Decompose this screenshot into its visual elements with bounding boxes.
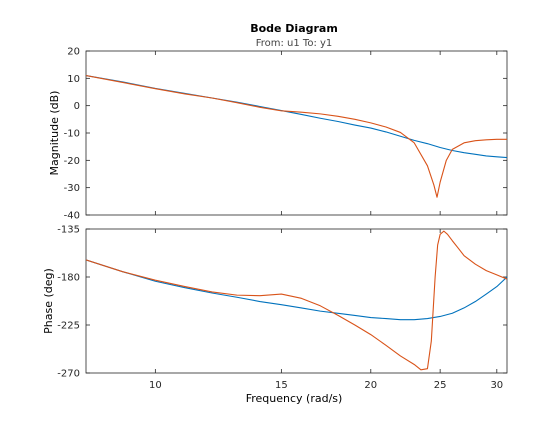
phase-ytick-label: -225 bbox=[57, 321, 80, 332]
x-tick-label: 20 bbox=[364, 380, 377, 391]
phase-ytick-label: -270 bbox=[57, 369, 80, 380]
magnitude-plot-area bbox=[85, 50, 508, 216]
phase-plot-area bbox=[85, 228, 508, 374]
chart-title: Bode Diagram bbox=[250, 22, 338, 35]
chart-subtitle: From: u1 To: y1 bbox=[256, 38, 333, 49]
x-axis-label: Frequency (rad/s) bbox=[246, 392, 343, 405]
x-tick-label: 15 bbox=[275, 380, 288, 391]
magnitude-panel: -40 -30 -20 -10 0 10 20 bbox=[64, 47, 508, 222]
x-tick-label: 25 bbox=[434, 380, 447, 391]
phase-series-1-line bbox=[86, 259, 507, 321]
magnitude-axis-label: Magnitude (dB) bbox=[48, 91, 61, 176]
magnitude-ytick-label: 20 bbox=[67, 47, 80, 58]
phase-ytick-label: -180 bbox=[57, 273, 80, 284]
panels-layer: -40 -30 -20 -10 0 10 20 -270 -225 -180 -135 10 15 20 2… bbox=[57, 47, 508, 391]
magnitude-ytick-label: 0 bbox=[74, 101, 80, 112]
magnitude-series-2-line bbox=[86, 75, 507, 198]
phase-series-2-line bbox=[86, 230, 507, 371]
x-tick-label: 10 bbox=[149, 380, 162, 391]
magnitude-ytick-label: 10 bbox=[67, 74, 80, 85]
magnitude-ytick-label: -30 bbox=[64, 183, 80, 194]
phase-axis-label: Phase (deg) bbox=[42, 268, 55, 334]
phase-ytick-label: -135 bbox=[57, 225, 80, 236]
x-tick-label: 30 bbox=[490, 380, 503, 391]
magnitude-ytick-label: -40 bbox=[64, 211, 80, 222]
magnitude-ytick-label: -20 bbox=[64, 156, 80, 167]
magnitude-ytick-label: -10 bbox=[64, 129, 80, 140]
phase-panel: -270 -225 -180 -135 10 15 20 25 30 bbox=[57, 225, 508, 391]
